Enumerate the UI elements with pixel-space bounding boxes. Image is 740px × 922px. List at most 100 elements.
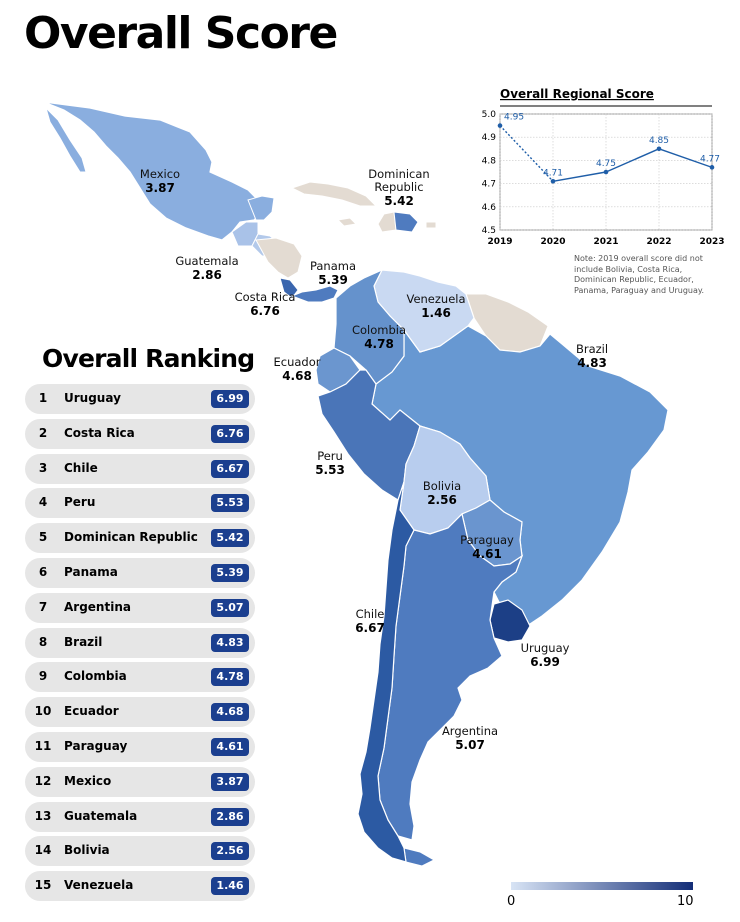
ranking-position: 14 <box>34 843 52 858</box>
map-label-costa-rica-score: 6.76 <box>250 304 280 318</box>
ranking-country: Venezuela <box>64 878 134 893</box>
ranking-position: 5 <box>38 530 48 545</box>
chart-y-tick-label: 4.9 <box>482 133 497 143</box>
chart-y-tick-label: 4.7 <box>482 180 496 190</box>
chart-series-segment <box>605 148 660 173</box>
map-label-ecuador-name: Ecuador <box>274 355 321 369</box>
map-region-yucatan <box>247 195 275 221</box>
ranking-country: Ecuador <box>64 704 119 719</box>
chart-x-tick-label: 2021 <box>593 237 618 247</box>
ranking-row: 12 Mexico 3.87 <box>25 766 255 797</box>
chart-series-segment <box>499 125 554 182</box>
ranking-position: 8 <box>38 634 48 649</box>
ranking-row: 9 Colombia 4.78 <box>25 662 255 693</box>
map-label-dominican-name-2: Republic <box>374 180 423 194</box>
chart-y-tick-label: 4.6 <box>482 203 497 213</box>
chart-x-tick-label: 2023 <box>699 237 724 247</box>
ranking-country: Peru <box>64 495 96 510</box>
ranking-title: Overall Ranking <box>42 344 255 373</box>
ranking-score-badge: 2.56 <box>211 842 249 861</box>
chart-data-label: 4.77 <box>700 154 720 164</box>
map-label-bolivia-score: 2.56 <box>427 493 457 507</box>
ranking-position: 9 <box>38 669 48 684</box>
ranking-score-badge: 1.46 <box>211 877 249 896</box>
ranking-row: 14 Bolivia 2.56 <box>25 836 255 867</box>
ranking-score-badge: 4.83 <box>211 633 249 652</box>
map-label-peru-name: Peru <box>317 449 343 463</box>
chart-series-segment <box>552 171 607 182</box>
map-label-mexico-score: 3.87 <box>145 181 175 195</box>
ranking-country: Costa Rica <box>64 425 135 440</box>
map-region-costa-rica <box>279 277 299 299</box>
ranking-position: 15 <box>34 878 52 893</box>
ranking-row: 6 Panama 5.39 <box>25 557 255 588</box>
chart-data-point <box>656 146 662 152</box>
chart-data-label: 4.71 <box>543 168 563 178</box>
ranking-score-badge: 6.99 <box>211 390 249 408</box>
ranking-score-badge: 4.61 <box>211 737 249 756</box>
chart-y-tick-label: 5.0 <box>482 110 497 120</box>
ranking-row: 8 Brazil 4.83 <box>25 627 255 658</box>
ranking-position: 10 <box>34 704 52 719</box>
ranking-row: 5 Dominican Republic 5.42 <box>25 523 255 554</box>
map-label-ecuador-score: 4.68 <box>282 369 312 383</box>
chart-data-point <box>709 165 715 170</box>
ranking-score-badge: 5.39 <box>211 563 249 582</box>
map-label-guatemala-name: Guatemala <box>175 254 238 268</box>
ranking-position: 1 <box>38 391 48 405</box>
ranking-country: Paraguay <box>64 738 128 753</box>
map-label-paraguay-score: 4.61 <box>472 547 502 561</box>
chart-series-segment <box>658 148 713 169</box>
ranking-row: 10 Ecuador 4.68 <box>25 697 255 728</box>
ranking-position: 7 <box>38 599 48 614</box>
ranking-country: Uruguay <box>64 391 121 405</box>
ranking-position: 13 <box>34 808 52 823</box>
ranking-country: Brazil <box>64 634 103 649</box>
color-scale-bar <box>511 882 693 890</box>
ranking-score-badge: 6.76 <box>211 424 249 443</box>
map-label-venezuela-score: 1.46 <box>421 306 451 320</box>
map-label-argentina-name: Argentina <box>442 724 498 738</box>
ranking-score-badge: 4.78 <box>211 668 249 687</box>
map-region-panama <box>290 285 339 303</box>
ranking-score-badge: 5.07 <box>211 598 249 617</box>
map-region-mexico <box>43 101 263 241</box>
map-label-chile-name: Chile <box>356 607 385 621</box>
chart-y-tick-label: 4.5 <box>482 226 496 236</box>
ranking-row: 3 Chile 6.67 <box>25 453 255 484</box>
map-label-panama-name: Panama <box>310 259 356 273</box>
map-label-costa-rica-name: Costa Rica <box>235 290 296 304</box>
map-label-colombia-name: Colombia <box>352 323 406 337</box>
ranking-country: Chile <box>64 460 98 475</box>
ranking-country: Guatemala <box>64 808 138 823</box>
ranking-country: Panama <box>64 564 118 579</box>
map-label-argentina-score: 5.07 <box>455 738 485 752</box>
map-label-paraguay-name: Paraguay <box>460 533 514 547</box>
map-label-bolivia-name: Bolivia <box>423 479 461 493</box>
ranking-score-badge: 2.86 <box>211 807 249 826</box>
color-scale-min: 0 <box>507 894 516 909</box>
ranking-country: Colombia <box>64 669 127 684</box>
map-region-chile <box>357 481 415 863</box>
color-scale-max: 10 <box>677 894 694 909</box>
map-label-chile-score: 6.67 <box>355 621 385 635</box>
ranking-position: 11 <box>34 738 52 753</box>
ranking-row: 7 Argentina 5.07 <box>25 592 255 623</box>
ranking-country: Argentina <box>64 599 131 614</box>
map-label-mexico-name: Mexico <box>140 167 180 181</box>
map-label-peru-score: 5.53 <box>315 463 345 477</box>
ranking-position: 12 <box>34 773 52 788</box>
ranking-row: 11 Paraguay 4.61 <box>25 731 255 762</box>
ranking-score-badge: 5.53 <box>211 494 249 513</box>
chart-data-label: 4.85 <box>649 136 669 146</box>
ranking-country: Bolivia <box>64 843 110 858</box>
ranking-position: 4 <box>38 495 48 510</box>
map-region-baja <box>44 106 87 173</box>
map-label-colombia-score: 4.78 <box>364 337 394 351</box>
chart-x-tick-label: 2019 <box>487 237 512 247</box>
map-label-brazil-score: 4.83 <box>577 356 607 370</box>
ranking-position: 3 <box>38 460 48 475</box>
chart-data-point <box>550 178 556 184</box>
map-label-guatemala-score: 2.86 <box>192 268 222 282</box>
ranking-country: Mexico <box>64 773 112 788</box>
